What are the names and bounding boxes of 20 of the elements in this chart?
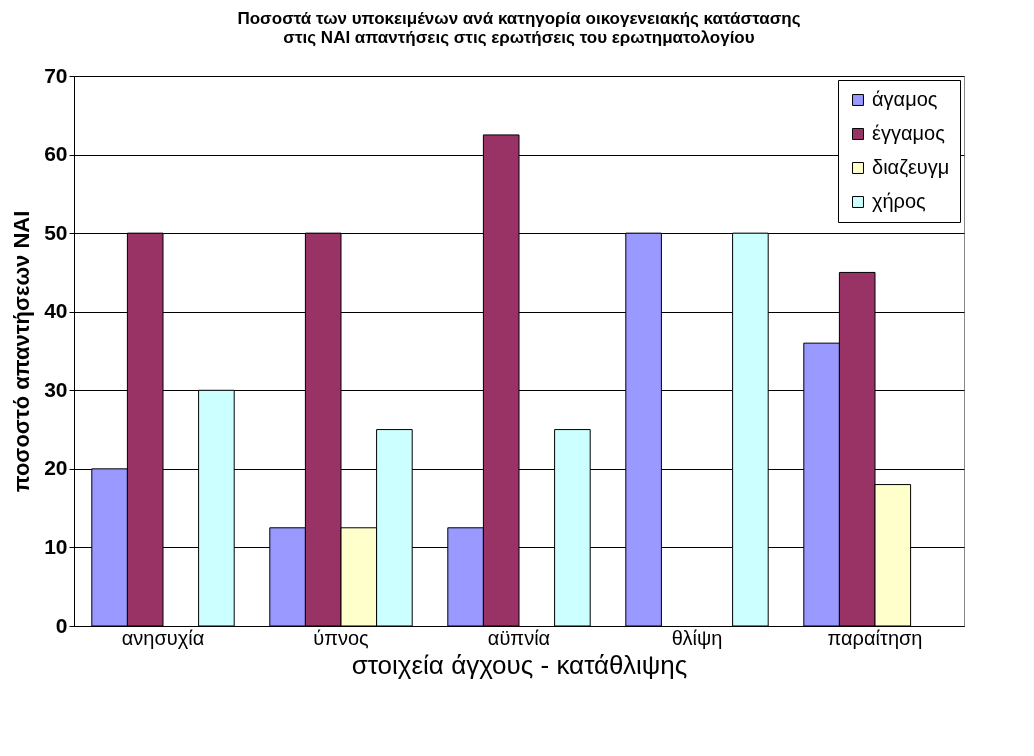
y-tick-label: 40 [44, 299, 68, 323]
x-tick-label: θλίψη [671, 626, 723, 649]
legend-label: χήρος [872, 190, 927, 212]
x-axis-title: στοιχεία άγχους - κατάθλιψης [351, 649, 688, 680]
x-tick-label: ανησυχία [121, 626, 205, 649]
y-tick-label: 30 [44, 377, 68, 401]
legend-label: διαζευγμ [872, 156, 950, 178]
y-tick-label: 0 [55, 613, 68, 637]
y-tick-label: 50 [44, 220, 68, 244]
y-tick-label: 20 [44, 456, 68, 480]
x-tick-label: παραίτηση [827, 626, 923, 649]
y-tick-label: 70 [44, 63, 68, 87]
x-tick-label: ύπνος [313, 626, 370, 649]
legend-label: άγαμος [872, 88, 938, 110]
legend-label: έγγαμος [872, 122, 946, 144]
chart-title: Ποσοστά των υποκειμένων ανά κατηγορία οικογενειακής κατάστασης στις ΝΑΙ απαντήσεις στις ερωτήσεις του ερωτηματολογίου [237, 9, 801, 47]
y-axis-title: ποσοστό απαντήσεων ΝΑΙ [9, 210, 35, 493]
y-tick-label: 10 [44, 534, 68, 558]
x-tick-label: αϋπνία [487, 626, 551, 649]
y-tick-label: 60 [44, 142, 68, 166]
